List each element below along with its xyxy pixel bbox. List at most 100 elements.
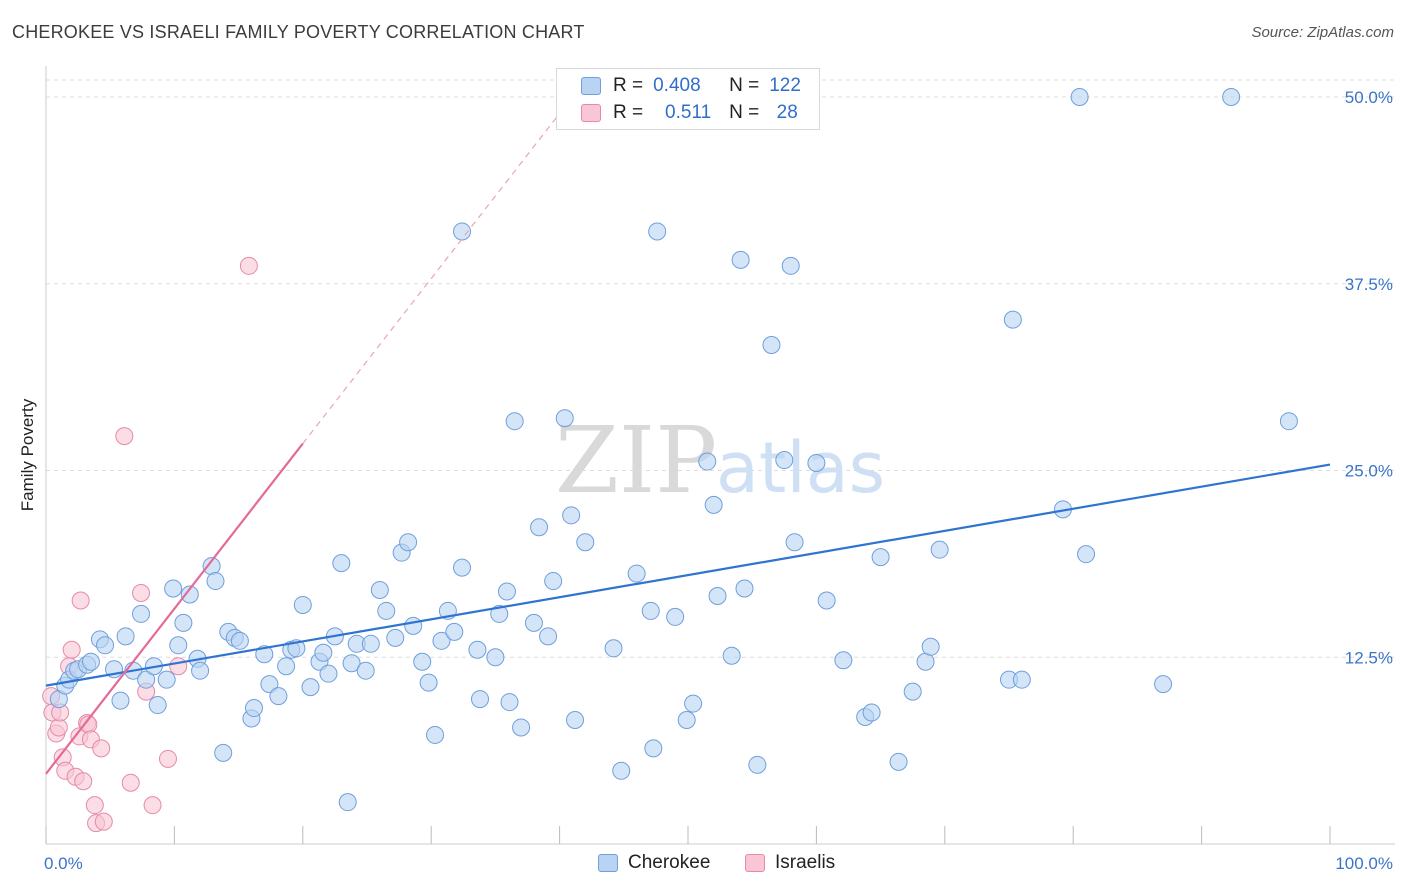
cherokee-point [377, 601, 396, 620]
cherokee-point [174, 613, 193, 632]
cherokee-point [255, 645, 274, 664]
cherokee-point [230, 631, 249, 650]
israelis-point [169, 657, 188, 676]
cherokee-point [648, 222, 667, 241]
cherokee-point [704, 495, 723, 514]
cherokee-point [277, 657, 296, 676]
cherokee-point [468, 640, 487, 659]
legend-label-cherokee: Cherokee [628, 852, 711, 873]
cherokee-point [137, 670, 156, 689]
x-tick-labels: 0.0% 100.0% [44, 854, 1393, 873]
cherokee-point [413, 652, 432, 671]
cherokee-point [807, 454, 826, 473]
cherokee-point [677, 710, 696, 729]
cherokee-swatch [598, 854, 618, 872]
y-tick-label: 50.0% [1345, 88, 1393, 107]
cherokee-point [356, 661, 375, 680]
cherokee-point [338, 793, 357, 812]
cherokee-point [862, 703, 881, 722]
israelis-point [49, 718, 68, 737]
cherokee-point [96, 636, 115, 655]
series-legend: Cherokee Israelis [0, 852, 1406, 878]
cherokee-point [698, 452, 717, 471]
israelis-point [92, 739, 111, 758]
cherokee-point [111, 691, 130, 710]
israelis-point [158, 749, 177, 768]
cherokee-point [708, 586, 727, 605]
cherokee-points [49, 88, 1298, 812]
cherokee-point [81, 652, 100, 671]
cherokee-point [762, 336, 781, 355]
cherokee-point [641, 601, 660, 620]
y-tick-labels: 12.5% 25.0% 37.5% 50.0% [1345, 88, 1393, 667]
watermark-zip: ZIP [555, 407, 717, 514]
cherokee-point [1279, 412, 1298, 431]
cherokee-point [512, 718, 531, 737]
cherokee-point [748, 755, 767, 774]
israelis-point [121, 773, 140, 792]
cherokee-point [562, 506, 581, 525]
cherokee-point [157, 670, 176, 689]
grid-lines [46, 79, 1395, 658]
cherokee-swatch [581, 77, 601, 95]
cherokee-point [206, 572, 225, 591]
cherokee-point [576, 533, 595, 552]
legend-row-cherokee: R = 0.408 N = 122 [581, 73, 801, 99]
cherokee-point [342, 654, 361, 673]
cherokee-point [116, 627, 135, 646]
israelis-point [71, 591, 90, 610]
y-tick-label: 25.0% [1345, 462, 1393, 481]
cherokee-point [735, 579, 754, 598]
axes [45, 66, 1395, 845]
cherokee-point [916, 652, 935, 671]
cherokee-point [627, 564, 646, 583]
cherokee-point [164, 579, 183, 598]
cherokee-point [903, 682, 922, 701]
chart-title: CHEROKEE VS ISRAELI FAMILY POVERTY CORRE… [12, 22, 585, 42]
cherokee-point [497, 582, 516, 601]
cherokee-point [486, 648, 505, 667]
israelis-swatch [745, 854, 765, 872]
watermark-atlas: atlas [716, 427, 885, 509]
trend-lines [45, 113, 1331, 775]
y-tick-label: 37.5% [1345, 275, 1393, 294]
cherokee-point [731, 250, 750, 269]
x-tick-label: 100.0% [1335, 854, 1393, 873]
cherokee-point [245, 699, 264, 718]
cherokee-point [490, 604, 509, 623]
cherokee-point [370, 581, 389, 600]
cherokee-point [644, 739, 663, 758]
cherokee-point [775, 451, 794, 470]
cherokee-point [432, 631, 451, 650]
israelis-swatch [581, 104, 601, 122]
cherokee-point [169, 636, 188, 655]
israelis-trend-extension [302, 113, 561, 444]
cherokee-point [1070, 88, 1089, 106]
r-value: 0.511 [665, 102, 712, 123]
cherokee-point [500, 693, 519, 712]
cherokee-point [260, 675, 279, 694]
cherokee-point [191, 661, 210, 680]
source-label: Source: ZipAtlas.com [1251, 24, 1394, 41]
cherokee-point [871, 548, 890, 567]
legend-item-israelis: Israelis [745, 852, 835, 874]
r-label: R = [613, 75, 644, 96]
cherokee-point [332, 554, 351, 573]
cherokee-point [361, 634, 380, 653]
israelis-point [62, 640, 81, 659]
cherokee-point [781, 256, 800, 275]
cherokee-point [214, 743, 233, 762]
cherokee-point [1003, 310, 1022, 329]
y-tick-label: 12.5% [1345, 648, 1393, 667]
cherokee-point [1012, 670, 1031, 689]
cherokee-point [524, 613, 543, 632]
cherokee-point [301, 678, 320, 697]
cherokee-point [314, 643, 333, 662]
legend-item-cherokee: Cherokee [598, 852, 710, 874]
cherokee-point [1077, 545, 1096, 564]
cherokee-point [722, 646, 741, 665]
cherokee-point [539, 627, 558, 646]
cherokee-point [1222, 88, 1241, 106]
cherokee-point [426, 725, 445, 744]
